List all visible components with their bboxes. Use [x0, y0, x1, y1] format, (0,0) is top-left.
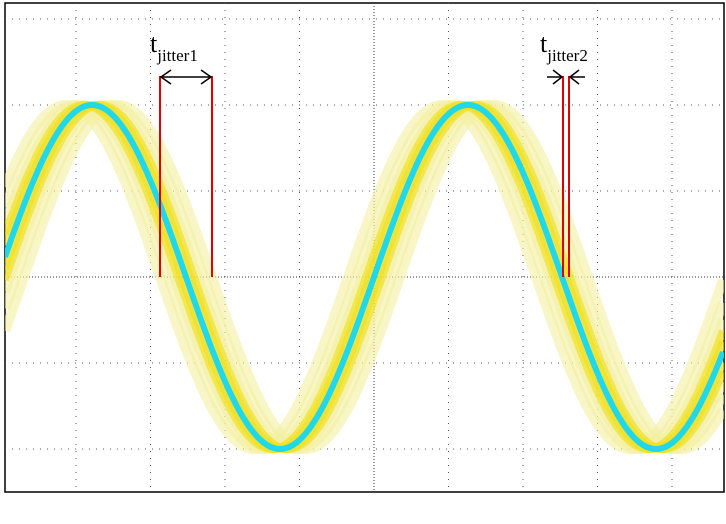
label-sub: jitter1 [156, 46, 198, 65]
label-sub: jitter2 [546, 46, 588, 65]
scope-diagram: tjitter1 tjitter2 [0, 0, 726, 524]
